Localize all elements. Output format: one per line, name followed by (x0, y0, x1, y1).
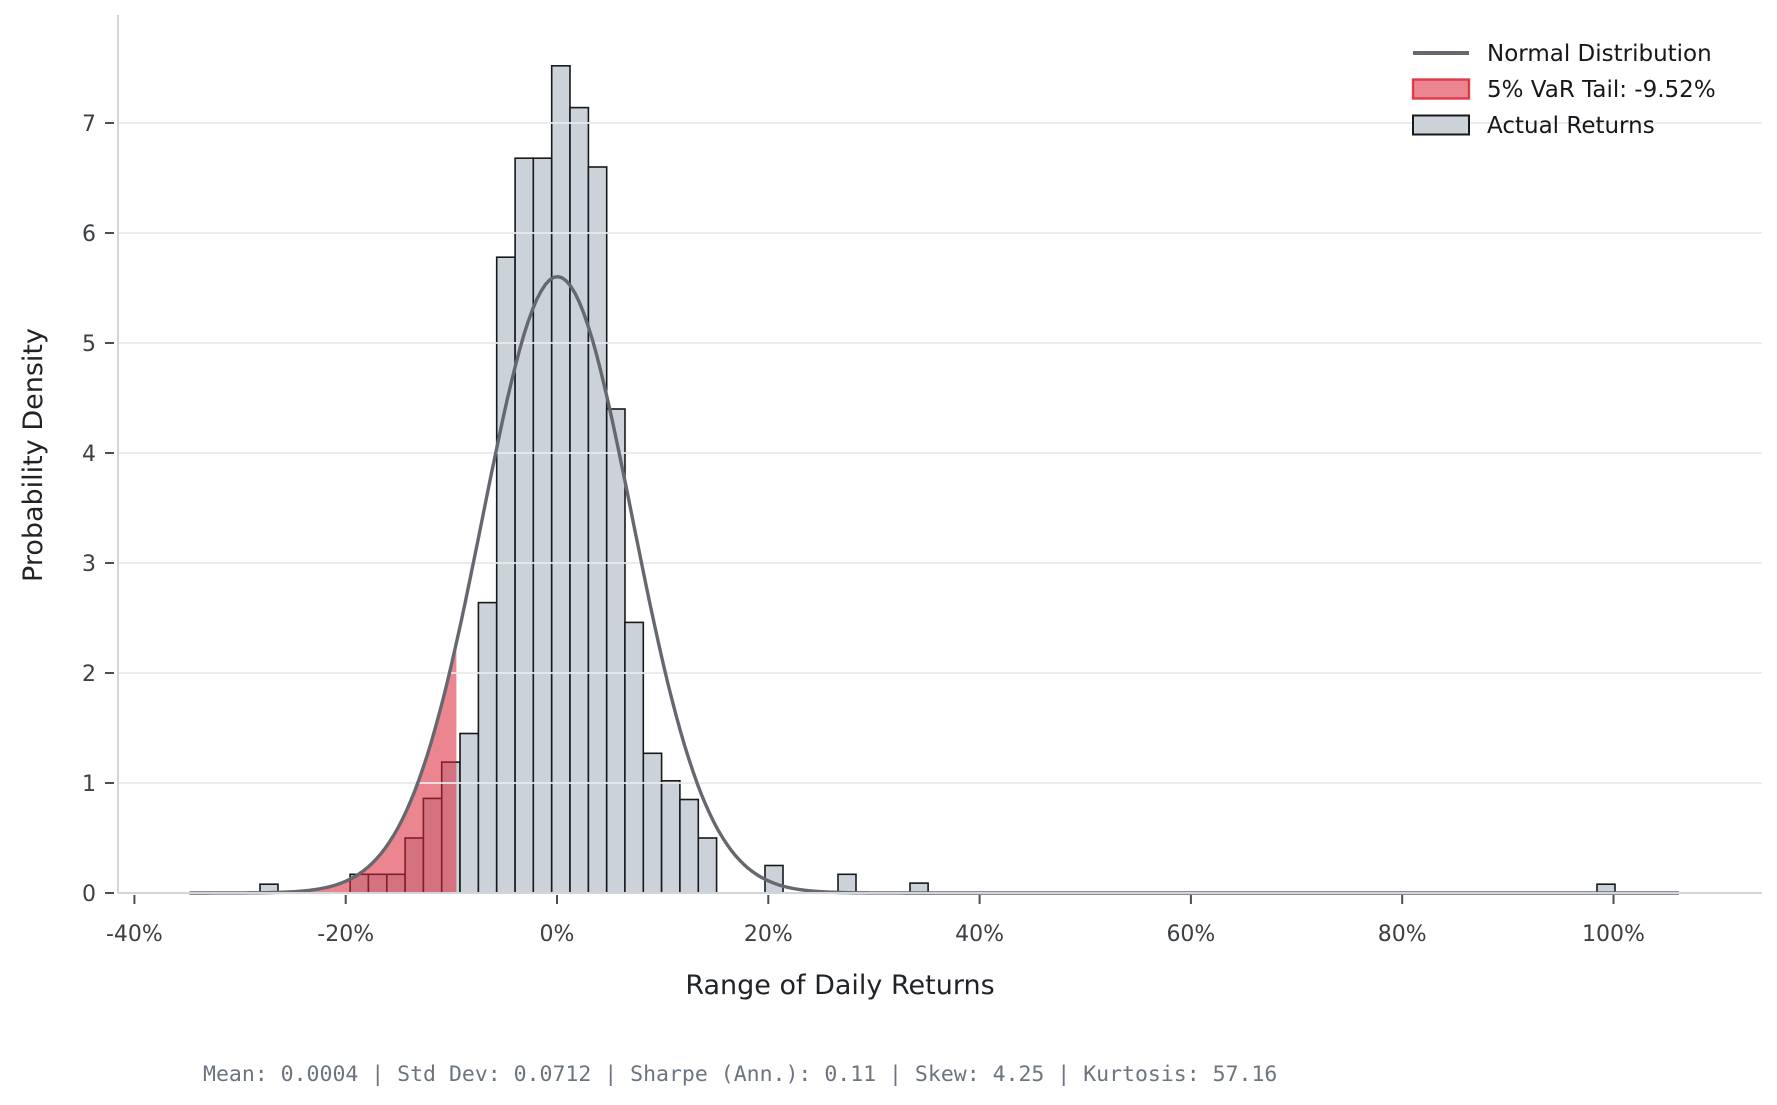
y-tick-label: 7 (82, 112, 96, 137)
x-tick-label: -20% (317, 922, 374, 947)
histogram-bar (605, 408, 626, 894)
histogram-bar (550, 65, 571, 894)
legend-item-var-tail: 5% VaR Tail: -9.52% (1411, 77, 1716, 103)
y-tick-label: 0 (82, 882, 96, 907)
gridlines (118, 122, 1762, 784)
x-tick-label: 60% (1166, 922, 1215, 947)
histogram-bar (837, 873, 857, 894)
histogram-bar (587, 166, 608, 894)
var-tail-fill (190, 642, 457, 893)
legend: Normal Distribution 5% VaR Tail: -9.52% … (1411, 41, 1716, 139)
histogram-bars (259, 65, 1616, 894)
legend-item-normal-distribution: Normal Distribution (1413, 41, 1712, 67)
y-tick-label: 5 (82, 332, 96, 357)
legend-gray-patch-swatch (1412, 114, 1470, 136)
y-tick-label: 6 (82, 222, 96, 247)
x-tick-label: 80% (1378, 922, 1427, 947)
x-tick-label: 20% (744, 922, 793, 947)
x-tick-label: 100% (1582, 922, 1645, 947)
y-tick-label: 4 (82, 442, 96, 467)
y-tick-label: 1 (82, 772, 96, 797)
axes (105, 15, 1762, 904)
histogram-bar (660, 779, 681, 894)
x-axis-label: Range of Daily Returns (685, 970, 994, 1001)
x-tick-labels: -40% -20% 0% 20% 40% 60% 80% 100% (106, 922, 1645, 947)
legend-label: 5% VaR Tail: -9.52% (1487, 77, 1716, 103)
histogram-bar (642, 752, 663, 894)
histogram-bar (679, 798, 700, 894)
legend-label: Actual Returns (1487, 113, 1655, 139)
histogram-bar (459, 732, 480, 894)
histogram-bar (624, 621, 645, 894)
histogram-bar (569, 106, 590, 894)
y-tick-label: 2 (82, 662, 96, 687)
x-tick-label: -40% (106, 922, 163, 947)
legend-item-actual-returns: Actual Returns (1412, 113, 1655, 139)
y-tick-labels: 0 1 2 3 4 5 6 7 (82, 112, 96, 907)
y-axis-label: Probability Density (18, 328, 49, 582)
histogram-bar (495, 256, 516, 894)
histogram-bar (477, 601, 498, 894)
legend-label: Normal Distribution (1487, 41, 1712, 67)
histogram-bar (697, 837, 718, 894)
stats-footer: Mean: 0.0004 | Std Dev: 0.0712 | Sharpe … (203, 1062, 1277, 1087)
legend-red-patch-swatch (1411, 78, 1471, 100)
y-tick-label: 3 (82, 552, 96, 577)
x-tick-label: 0% (540, 922, 575, 947)
x-tick-label: 40% (955, 922, 1004, 947)
